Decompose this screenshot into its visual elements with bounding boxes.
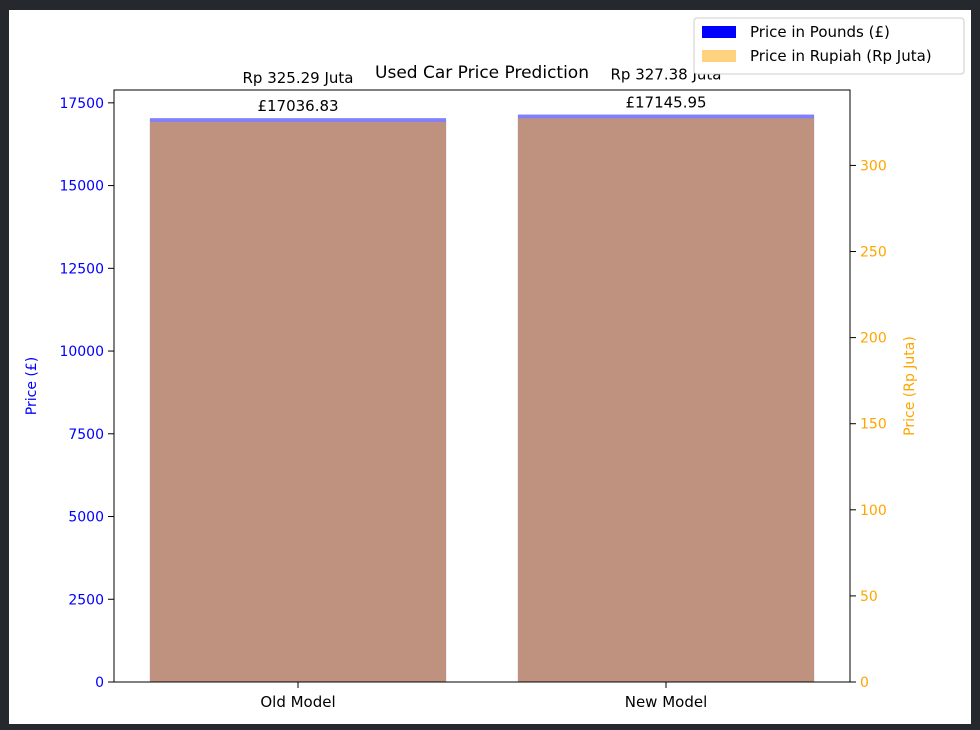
bar-rupiah [149, 121, 447, 683]
y-tick-left-label: 15000 [59, 179, 104, 195]
legend-label: Price in Pounds (£) [750, 23, 890, 41]
legend-box [693, 17, 965, 75]
y-tick-left-label: 2500 [68, 592, 104, 608]
y-tick-right-label: 100 [860, 503, 887, 519]
y-tick-left-label: 5000 [68, 510, 104, 526]
legend-label: Price in Rupiah (Rp Juta) [750, 47, 932, 65]
x-axis: Old Model New Model [260, 682, 707, 711]
y-tick-right-label: 50 [860, 589, 878, 605]
y-tick-right-label: 200 [860, 331, 887, 347]
y-tick-left-label: 0 [95, 675, 104, 691]
legend-swatch [702, 26, 736, 38]
data-label-rupiah: Rp 325.29 Juta [243, 69, 354, 87]
chart-title: Used Car Price Prediction [375, 63, 589, 83]
y-tick-left-label: 10000 [59, 344, 104, 360]
data-label-pounds: £17145.95 [625, 94, 706, 112]
y-tick-left-label: 12500 [59, 261, 104, 277]
bars-layer [149, 114, 815, 683]
plot-frame [113, 89, 851, 683]
y-tick-right-label: 150 [860, 417, 887, 433]
y-axis-label-left: Price (£) [24, 357, 40, 415]
bar-rupiah [517, 118, 815, 683]
data-label-pounds: £17036.83 [257, 97, 338, 115]
legend: Price in Pounds (£) Price in Rupiah (Rp J… [693, 17, 965, 75]
y-tick-right-label: 300 [860, 158, 887, 174]
x-tick-label: Old Model [260, 693, 335, 711]
left-axis: 0 2500 5000 7500 10000 12500 15000 17500 [59, 96, 114, 691]
y-axis-label-right: Price (Rp Juta) [902, 336, 918, 436]
legend-swatch [702, 50, 736, 62]
y-tick-right-label: 250 [860, 245, 887, 261]
y-tick-left-label: 17500 [59, 96, 104, 112]
y-tick-left-label: 7500 [68, 427, 104, 443]
x-tick-label: New Model [625, 693, 708, 711]
y-tick-right-label: 0 [860, 675, 869, 691]
right-axis: 0 50 100 150 200 250 300 [850, 158, 887, 691]
